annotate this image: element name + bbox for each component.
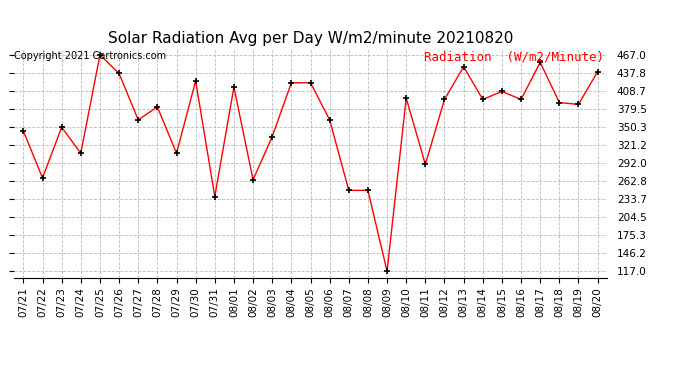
Text: Radiation  (W/m2/Minute): Radiation (W/m2/Minute): [424, 51, 604, 64]
Title: Solar Radiation Avg per Day W/m2/minute 20210820: Solar Radiation Avg per Day W/m2/minute …: [108, 31, 513, 46]
Text: Copyright 2021 Cartronics.com: Copyright 2021 Cartronics.com: [14, 51, 166, 61]
